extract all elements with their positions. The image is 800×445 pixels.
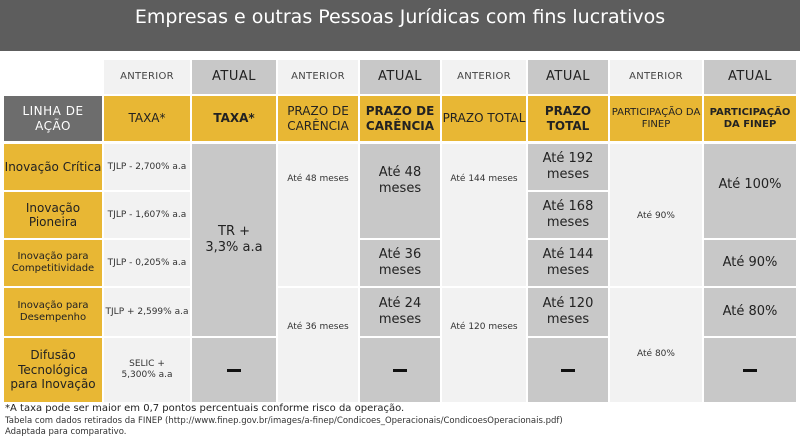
total-atual-row2: Até 168 meses: [528, 192, 608, 238]
participacao-atual-row5: [704, 338, 796, 402]
title-banner: Empresas e outras Pessoas Jurídicas com …: [0, 0, 800, 51]
label-anterior-carencia: ANTERIOR: [278, 60, 358, 94]
header-carencia-anterior: PRAZO DE CARÊNCIA: [278, 96, 358, 141]
dash-icon: [561, 368, 575, 372]
label-atual-total: ATUAL: [528, 60, 608, 94]
carencia-atual-row4: Até 24 meses: [360, 288, 440, 336]
carencia-anterior-top: Até 48 meses: [278, 144, 358, 286]
participacao-atual-rows12: Até 100%: [704, 144, 796, 238]
total-anterior-bottom: Até 120 meses: [442, 288, 526, 402]
carencia-atual-row3: Até 36 meses: [360, 240, 440, 286]
participacao-anterior-top: Até 90%: [610, 144, 702, 286]
row-label-inovacao-pioneira: Inovação Pioneira: [4, 192, 102, 238]
taxa-anterior-row5: SELIC + 5,300% a.a: [104, 338, 190, 402]
dash-icon: [393, 368, 407, 372]
total-anterior-top-text: Até 144 meses: [450, 173, 518, 184]
taxa-anterior-row2: TJLP - 1,607% a.a: [104, 192, 190, 238]
total-atual-row3: Até 144 meses: [528, 240, 608, 286]
taxa-anterior-row1: TJLP - 2,700% a.a: [104, 144, 190, 190]
label-anterior-total: ANTERIOR: [442, 60, 526, 94]
comparison-table: ANTERIOR ATUAL ANTERIOR ATUAL ANTERIOR A…: [0, 60, 800, 402]
total-atual-row1: Até 192 meses: [528, 144, 608, 190]
carencia-atual-row5: [360, 338, 440, 402]
carencia-anterior-top-text: Até 48 meses: [287, 173, 349, 184]
header-carencia-atual: PRAZO DE CARÊNCIA: [360, 96, 440, 141]
header-participacao-atual: PARTICIPAÇÃO DA FINEP: [704, 96, 796, 141]
dash-icon: [227, 368, 241, 372]
carencia-anterior-bottom: Até 36 meses: [278, 288, 358, 402]
participacao-anterior-bottom: Até 80%: [610, 288, 702, 402]
participacao-atual-rows12-text: Até 100%: [718, 177, 782, 193]
row-label-difusao: Difusão Tecnológica para Inovação: [4, 338, 102, 402]
participacao-anterior-top-text: Até 90%: [637, 210, 675, 221]
total-anterior-bottom-text: Até 120 meses: [450, 321, 518, 332]
header-linha-de-acao: LINHA DE AÇÃO: [4, 96, 102, 141]
row-label-desempenho: Inovação para Desempenho: [4, 288, 102, 336]
label-anterior-taxa: ANTERIOR: [104, 60, 190, 94]
taxa-atual-row5: [192, 338, 276, 402]
label-anterior-participacao: ANTERIOR: [610, 60, 702, 94]
row-label-competitividade: Inovação para Competitividade: [4, 240, 102, 286]
carencia-atual-rows12: Até 48 meses: [360, 144, 440, 238]
total-atual-row4: Até 120 meses: [528, 288, 608, 336]
taxa-atual-merged: TR + 3,3% a.a: [192, 144, 276, 336]
header-taxa-anterior: TAXA*: [104, 96, 190, 141]
participacao-anterior-bottom-text: Até 80%: [637, 348, 675, 359]
taxa-anterior-row3: TJLP - 0,205% a.a: [104, 240, 190, 286]
participacao-atual-row4: Até 80%: [704, 288, 796, 336]
footnote-source: Tabela com dados retirados da FINEP (htt…: [5, 416, 563, 426]
header-participacao-anterior: PARTICIPAÇÃO DA FINEP: [610, 96, 702, 141]
header-total-atual: PRAZO TOTAL: [528, 96, 608, 141]
label-atual-participacao: ATUAL: [704, 60, 796, 94]
row-label-inovacao-critica: Inovação Crítica: [4, 144, 102, 190]
total-anterior-top: Até 144 meses: [442, 144, 526, 286]
footnote-adapted: Adaptada para comparativo.: [5, 427, 127, 437]
page-title: Empresas e outras Pessoas Jurídicas com …: [134, 6, 666, 28]
label-atual-taxa: ATUAL: [192, 60, 276, 94]
total-atual-row5: [528, 338, 608, 402]
dash-icon: [743, 368, 757, 372]
participacao-atual-row3: Até 90%: [704, 240, 796, 286]
header-taxa-atual: TAXA*: [192, 96, 276, 141]
footnote-asterisk: *A taxa pode ser maior em 0,7 pontos per…: [5, 403, 405, 414]
footnotes: *A taxa pode ser maior em 0,7 pontos per…: [5, 403, 795, 438]
label-atual-carencia: ATUAL: [360, 60, 440, 94]
carencia-atual-rows12-text: Até 48 meses: [378, 165, 422, 196]
carencia-anterior-bottom-text: Até 36 meses: [287, 321, 349, 332]
header-total-anterior: PRAZO TOTAL: [442, 96, 526, 141]
taxa-anterior-row4: TJLP + 2,599% a.a: [104, 288, 190, 336]
